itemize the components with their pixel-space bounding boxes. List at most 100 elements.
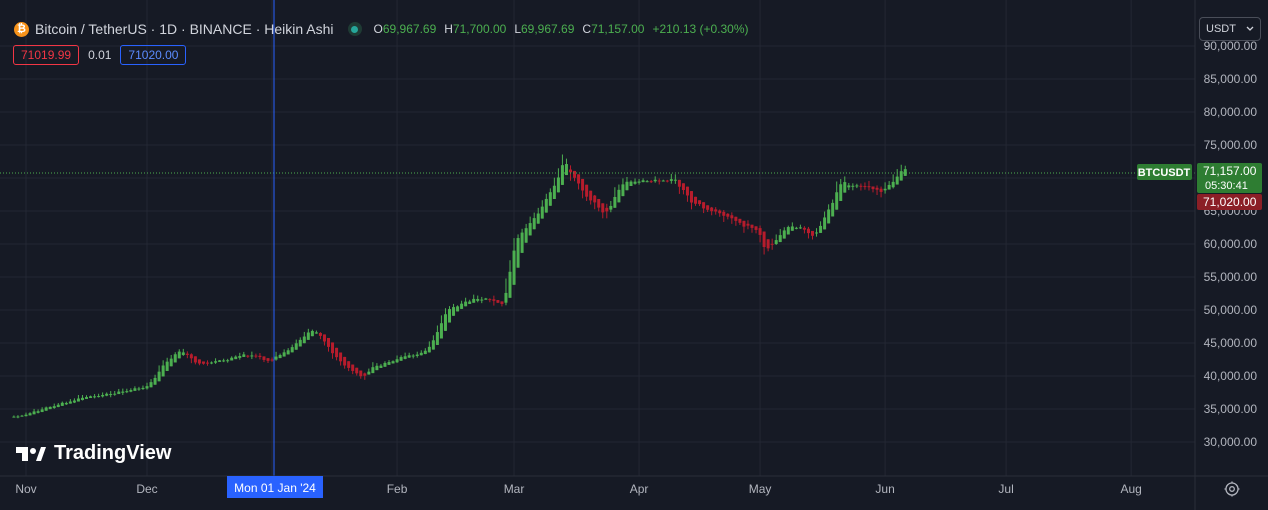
candle — [153, 374, 157, 385]
candle — [875, 185, 879, 195]
candle — [746, 220, 750, 230]
candle — [322, 334, 326, 346]
candle — [585, 184, 589, 201]
y-tick-label: 75,000.00 — [1204, 138, 1258, 152]
candle — [653, 176, 657, 183]
tradingview-logo[interactable]: TradingView — [16, 442, 171, 465]
candle — [415, 351, 419, 358]
candle — [157, 365, 161, 382]
candle — [762, 231, 766, 255]
candle — [335, 347, 339, 361]
candle — [698, 200, 702, 207]
candle — [185, 351, 189, 359]
candle — [105, 392, 109, 397]
candle — [504, 278, 508, 306]
symbol-header[interactable]: ₿ Bitcoin / TetherUS · 1D · BINANCE · He… — [14, 19, 749, 39]
x-tick-label: Nov — [15, 482, 36, 496]
candle — [847, 182, 851, 191]
candle — [435, 325, 439, 345]
candle — [564, 158, 568, 176]
candle — [702, 202, 706, 214]
candle — [508, 260, 512, 298]
candle — [512, 238, 516, 285]
candle — [685, 186, 689, 202]
candle — [766, 239, 770, 252]
y-tick-label: 55,000.00 — [1204, 270, 1258, 284]
candle — [641, 178, 645, 183]
candle — [863, 182, 867, 190]
candle — [12, 415, 16, 418]
candle — [609, 200, 613, 213]
y-tick-label: 45,000.00 — [1204, 336, 1258, 350]
candle — [161, 360, 165, 377]
candle — [524, 223, 528, 243]
candle — [637, 178, 641, 185]
gear-icon[interactable] — [1223, 480, 1241, 498]
candle — [169, 354, 173, 367]
candle — [197, 359, 201, 366]
candle — [855, 183, 859, 189]
candle — [117, 388, 121, 395]
candle — [790, 222, 794, 231]
candle — [605, 203, 609, 219]
symbol-tag: BTCUSDT — [1138, 167, 1191, 179]
candle — [589, 190, 593, 205]
candle — [782, 227, 786, 239]
candle — [52, 403, 56, 409]
candle — [234, 355, 238, 360]
trade-panel: 71019.99 0.01 71020.00 — [13, 45, 187, 65]
y-tick-label: 30,000.00 — [1204, 435, 1258, 449]
x-tick-label: Jul — [998, 482, 1013, 496]
candle — [625, 176, 629, 191]
open-value: 69,967.69 — [382, 22, 437, 36]
candle — [282, 349, 286, 357]
candle — [613, 187, 617, 208]
candle — [794, 226, 798, 230]
time-axis[interactable]: Nov Dec Feb Mar Apr May Jun Jul Aug — [15, 482, 1141, 496]
candle — [339, 352, 343, 366]
candle — [181, 348, 185, 356]
candle — [811, 230, 814, 240]
sell-button[interactable]: 71019.99 — [13, 45, 80, 65]
candle — [439, 315, 443, 339]
candle — [645, 179, 649, 183]
spread-value: 0.01 — [88, 48, 112, 62]
symbol-tag-bg — [1137, 164, 1192, 180]
candle — [24, 412, 28, 417]
candle — [347, 361, 351, 372]
candle — [552, 177, 556, 200]
candle — [887, 181, 891, 190]
candle — [843, 176, 847, 193]
market-status-icon[interactable] — [347, 22, 362, 36]
candle — [76, 394, 80, 402]
close-label: C — [582, 22, 592, 36]
candle — [754, 226, 758, 234]
candle — [464, 297, 468, 307]
candle — [68, 399, 72, 404]
candle — [177, 349, 181, 359]
candle — [113, 391, 117, 396]
candle — [250, 351, 254, 360]
candle — [540, 200, 544, 219]
currency-select[interactable]: USDT — [1199, 17, 1261, 41]
candle — [496, 300, 500, 304]
buy-button[interactable]: 71020.00 — [120, 45, 187, 65]
symbol-title[interactable]: Bitcoin / TetherUS · 1D · BINANCE · Heik… — [35, 21, 334, 37]
candle — [290, 344, 294, 353]
candle — [294, 339, 298, 350]
candle — [93, 394, 97, 399]
candle — [601, 203, 605, 219]
candle — [28, 412, 32, 416]
candle — [577, 174, 581, 190]
candle — [488, 298, 492, 303]
candle — [359, 370, 363, 379]
candle — [528, 216, 532, 236]
currency-label: USDT — [1206, 23, 1236, 35]
candle — [573, 170, 577, 182]
candle — [121, 388, 125, 395]
tradingview-logo-text: TradingView — [54, 442, 172, 464]
candle — [899, 164, 903, 181]
candle — [548, 188, 552, 206]
candle — [460, 300, 464, 309]
